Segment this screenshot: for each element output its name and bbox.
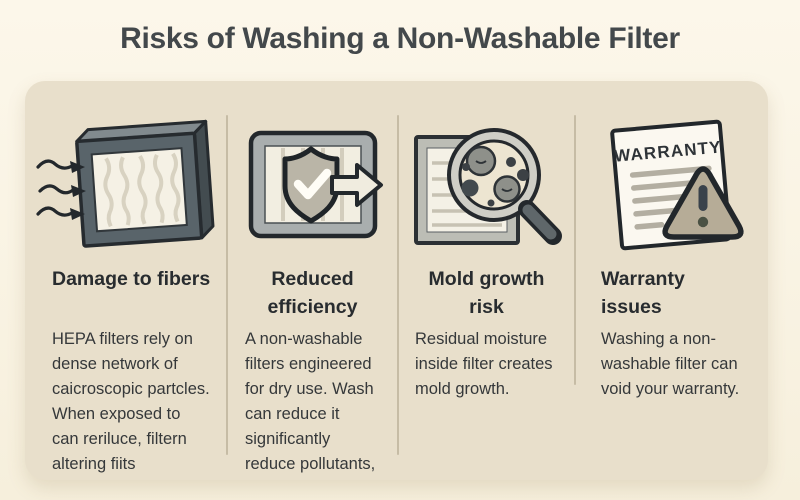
column-body: A non-washable filters engineered for dr… [245, 330, 376, 473]
column-divider [397, 115, 399, 455]
filter-shield-arrow-icon [227, 109, 398, 261]
risks-card: Damage to fibers HEPA filters rely on de… [25, 81, 768, 480]
damaged-filter-illustration [36, 119, 215, 248]
column-damage-to-fibers: Damage to fibers HEPA filters rely on de… [25, 81, 227, 480]
column-heading: Reduced efficiency [267, 268, 358, 318]
column-mold-growth-risk: Mold growth risk Residual moisture insid… [398, 81, 575, 480]
filter-shield-illustration [248, 130, 383, 239]
column-body: Washing a non- washable filter can void … [601, 330, 740, 398]
mold-magnifier-illustration [413, 128, 562, 245]
warranty-document-illustration: WARRANTY [609, 119, 744, 251]
column-heading: Warranty issues [601, 268, 685, 318]
damaged-filter-icon [25, 109, 227, 261]
column-warranty-issues: WARRANTY Warranty issues Wa [575, 81, 768, 480]
page-title: Risks of Washing a Non-Washable Filter [120, 22, 680, 55]
column-divider [226, 115, 228, 455]
column-reduced-efficiency: Reduced efficiency A non-washable filter… [227, 81, 398, 480]
mold-magnifier-icon [398, 109, 575, 261]
warranty-alert-icon: WARRANTY [575, 109, 768, 261]
column-heading: Damage to fibers [52, 268, 211, 290]
column-heading: Mold growth risk [428, 268, 545, 318]
column-body: Residual moisture inside filter creates … [415, 330, 553, 398]
column-body: HEPA filters rely on dense network of ca… [52, 330, 210, 473]
column-divider [574, 115, 576, 385]
